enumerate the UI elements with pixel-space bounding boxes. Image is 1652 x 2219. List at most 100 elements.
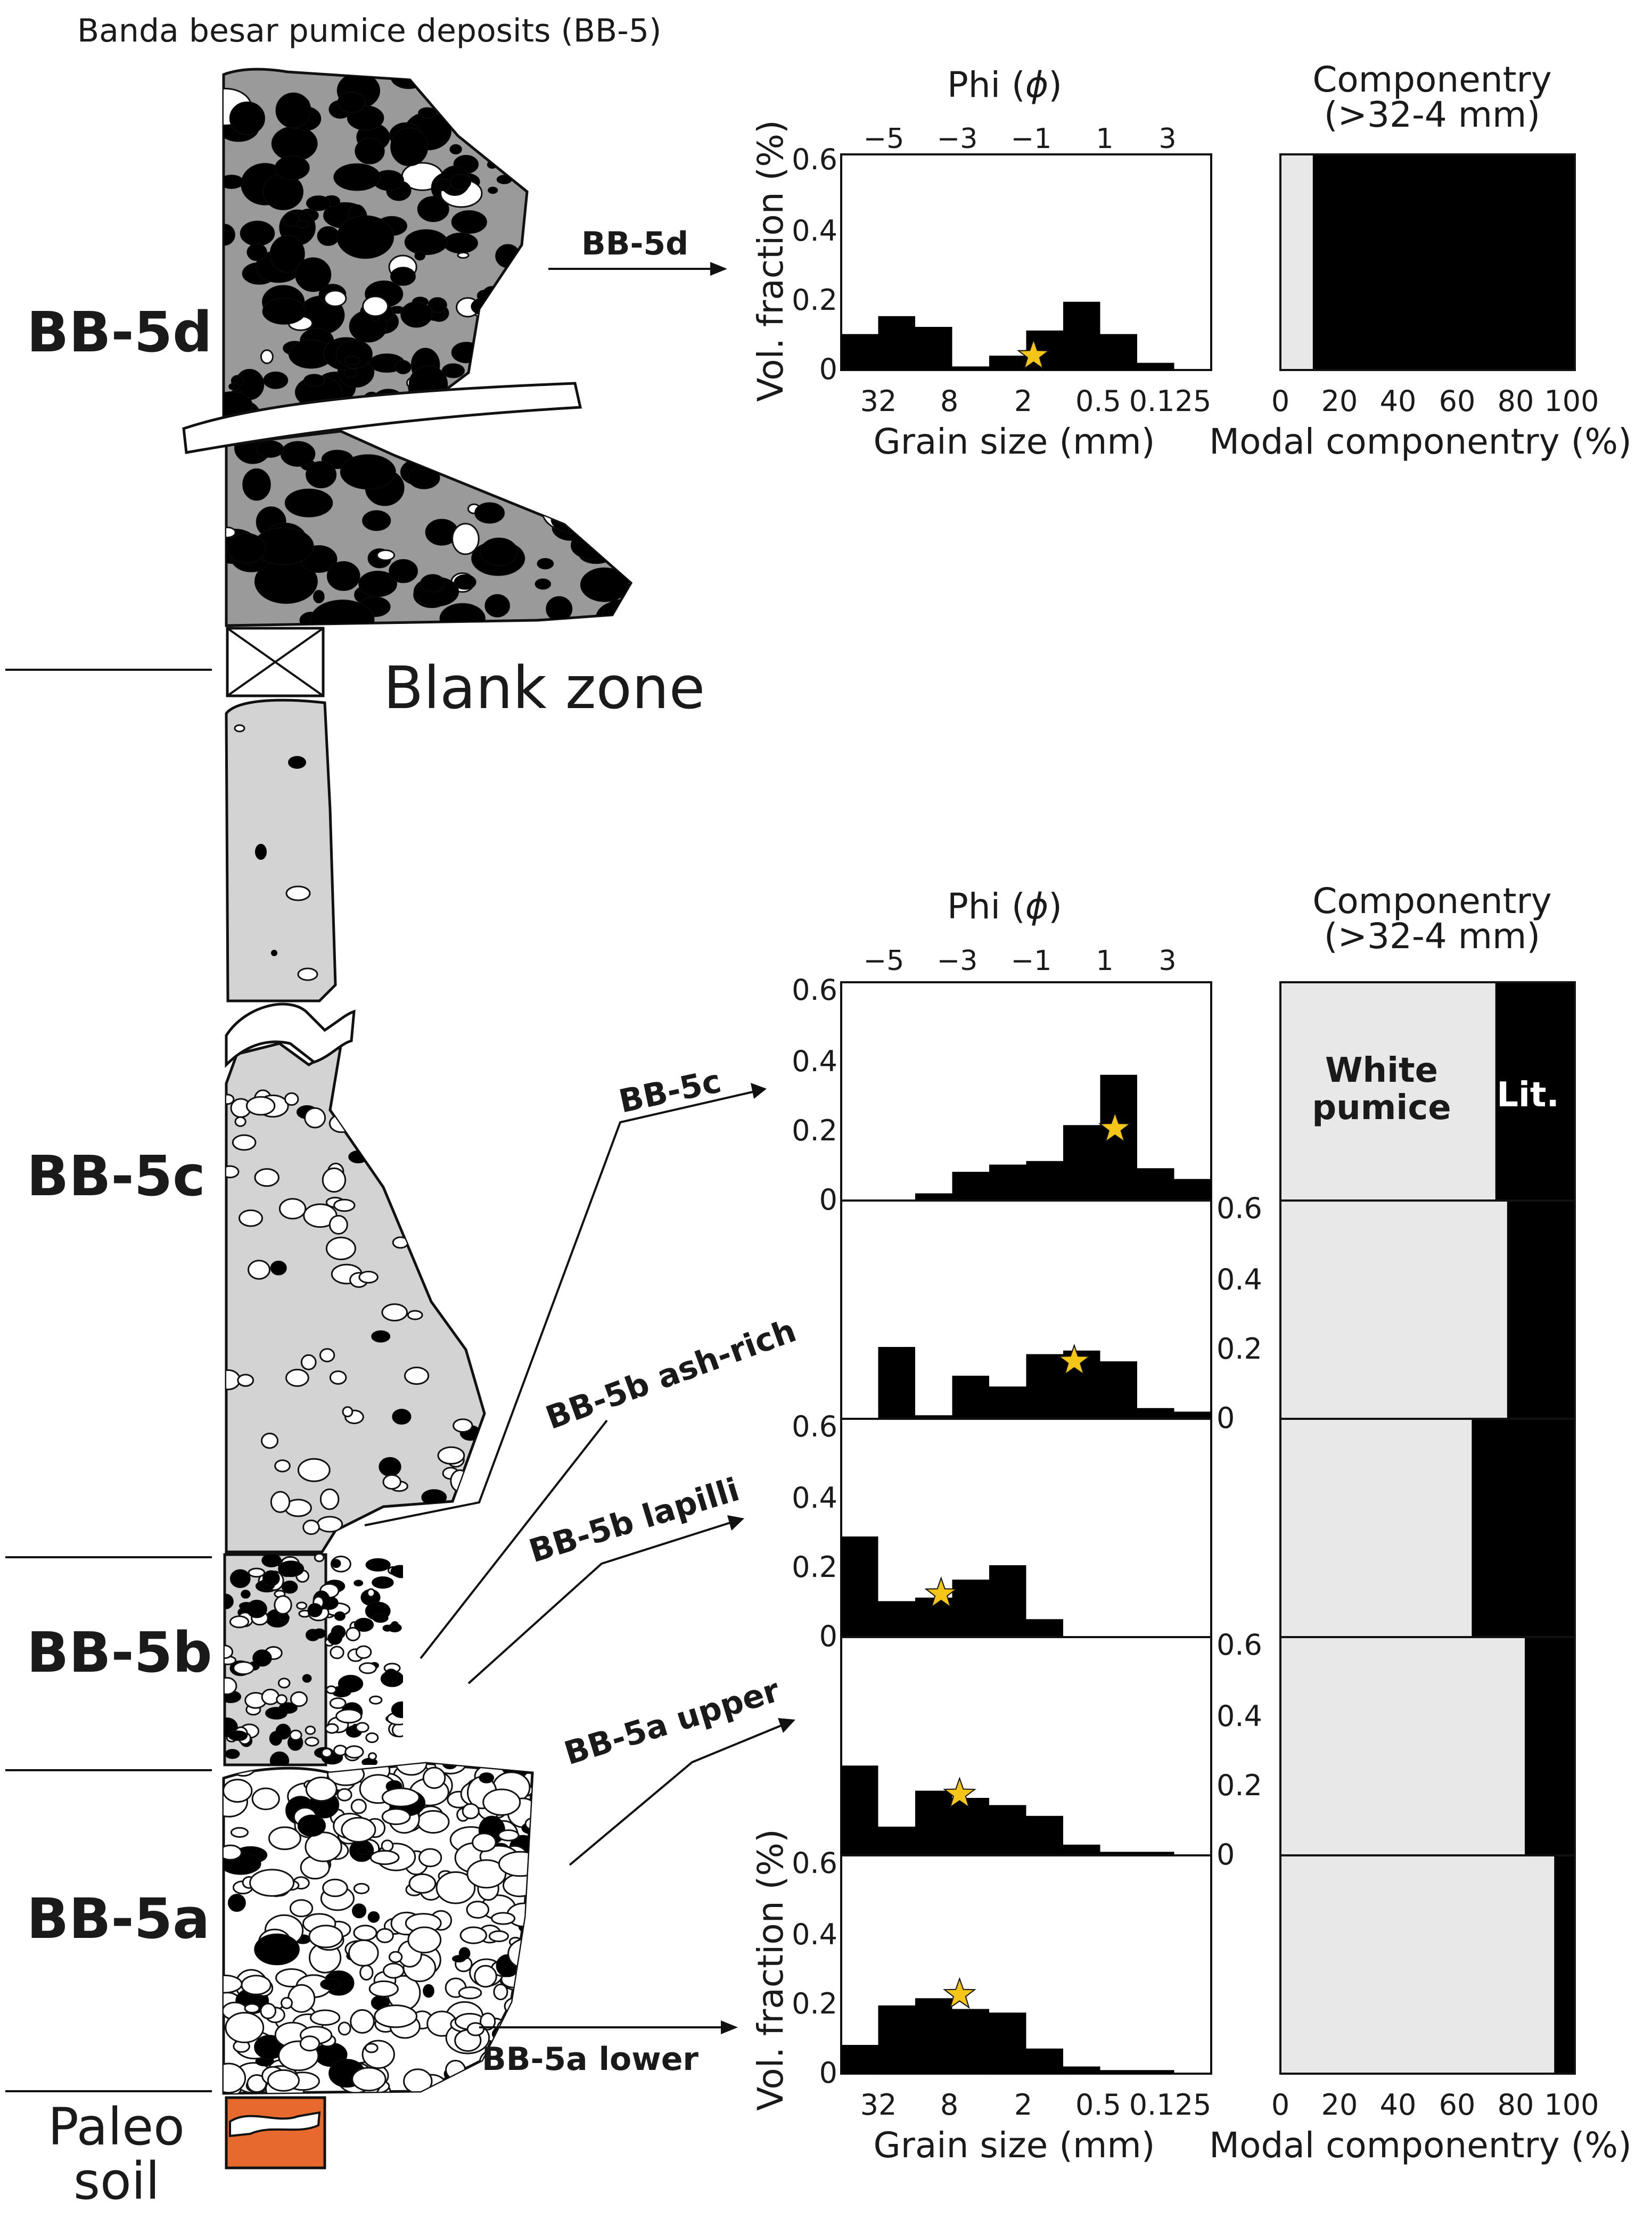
pumice-clast (342, 1406, 354, 1418)
lithic-clast (449, 144, 462, 155)
phi-tick: 3 (1158, 123, 1176, 155)
histogram-bar (952, 1580, 989, 1637)
y-tick: 0.2 (1217, 1769, 1262, 1802)
pumice-clast (310, 2009, 341, 2026)
histogram-bar (1063, 2066, 1100, 2074)
lithic-clast (521, 1822, 532, 1835)
lithic-clast (390, 1565, 403, 1577)
histogram-bar (915, 1790, 952, 1855)
pumice-clast (224, 2062, 246, 2093)
pumice-clast (338, 2021, 351, 2036)
median-star-icon (1057, 1343, 1091, 1376)
comp-tick: 20 (1321, 2088, 1358, 2122)
lithic-clast (225, 1593, 234, 1609)
arrow-line (420, 1419, 608, 1659)
pumice-clast (249, 1869, 295, 1897)
pumice-clast (353, 1925, 377, 1941)
pumice-clast (329, 1370, 347, 1385)
lithic-clast (516, 434, 566, 477)
comp-tick: 20 (1321, 384, 1358, 418)
lithic-clast (336, 215, 394, 259)
pumice-clast (424, 1264, 446, 1280)
pumice-clast (365, 1732, 379, 1743)
lithic-clast (252, 1649, 272, 1667)
pumice-clast (369, 1695, 383, 1705)
componentry-title: Componentry (1312, 881, 1551, 922)
pumice-clast (268, 1826, 301, 1851)
lithic-clast (256, 440, 284, 458)
pumice-clast (285, 1369, 309, 1387)
comp-tick: 60 (1439, 384, 1476, 418)
pumice-clast (225, 1676, 237, 1695)
y-tick: 0 (819, 352, 837, 386)
lithic-clast (229, 101, 265, 135)
pumice-clast (507, 1937, 532, 1970)
lithic-clast (423, 1984, 434, 1998)
pumice-clast (320, 1747, 333, 1758)
lithic-clast (417, 196, 449, 223)
pumice-clast (509, 328, 527, 354)
lithic-clast (283, 212, 300, 227)
pumice-clast (260, 349, 274, 364)
lithic-clast (255, 844, 267, 860)
pumice-clast (458, 1986, 482, 2000)
lithic-clast (420, 574, 446, 593)
lithic-clast (391, 1621, 399, 1629)
figure-title: Banda besar pumice deposits (BB-5) (77, 12, 661, 50)
pumice-clast (226, 527, 236, 539)
histogram-bar (1063, 1125, 1100, 1201)
histogram-bars (841, 301, 1174, 371)
white-pumice-bar (1280, 1855, 1555, 2074)
stratigraphic-column: Blank zone BB-5d BB-5c BB-5b BB-5a (5, 68, 705, 2211)
y-tick: 0.6 (792, 1410, 837, 1443)
lithic-clast (441, 363, 465, 379)
pumice-clast (353, 1883, 370, 1894)
pumice-clast (466, 1859, 507, 1889)
lithic-clast (404, 229, 448, 256)
pumice-clast (261, 1688, 280, 1705)
histogram-bar (1137, 1168, 1174, 1201)
arrow-bb5a-lower: BB-5a lower (479, 2020, 738, 2078)
lithic-clast (572, 480, 604, 508)
pumice-clast (302, 1519, 320, 1535)
lithic-clast (546, 596, 573, 622)
grain-tick: 32 (860, 2088, 897, 2122)
lithic-clast (269, 1751, 290, 1765)
lithic-clast (303, 374, 325, 387)
lithic-clast (508, 472, 552, 499)
pumice-clast (305, 1831, 342, 1862)
y-tick: 0.2 (792, 1550, 837, 1584)
pumice-clast (230, 1827, 249, 1838)
lithic-clast (262, 1570, 280, 1587)
pumice-clast (276, 1694, 287, 1705)
pumice-clast (472, 1832, 497, 1852)
lithic-clast (465, 125, 480, 137)
histogram-bar (952, 1172, 989, 1201)
lithic-clast (480, 537, 518, 566)
lithic-clast (550, 506, 595, 533)
lithic-clast (586, 435, 626, 465)
pumice-clast (308, 1925, 343, 1949)
componentry-stack: Componentry (>32-4 mm) White pumice Lit.… (1209, 881, 1632, 2166)
lithic-clast (337, 92, 366, 113)
pumice-clast (350, 1798, 367, 1814)
pumice-clast (359, 1965, 374, 1981)
componentry-axis-label: Modal componentry (%) (1209, 2125, 1632, 2166)
pumice-clast (289, 1729, 302, 1741)
lithic-clast (477, 344, 525, 377)
lithic-clast (254, 1933, 300, 1966)
componentry-frame (1279, 153, 1576, 371)
histogram-bar (1063, 301, 1100, 371)
pumice-clast (451, 523, 480, 555)
pumice-clast (305, 1737, 319, 1747)
grain-tick: 32 (860, 384, 897, 418)
lithic-clast (439, 603, 486, 626)
pumice-clast (466, 1901, 490, 1919)
pumice-clast (376, 1928, 394, 1943)
componentry-title: Componentry (1312, 59, 1551, 100)
lithic-clast (451, 342, 481, 364)
pumice-clast (395, 1763, 428, 1776)
arrow-label-bb5a-upper: BB-5a upper (560, 1672, 784, 1772)
lithic-clast (461, 94, 502, 124)
pumice-clast (248, 1260, 270, 1280)
